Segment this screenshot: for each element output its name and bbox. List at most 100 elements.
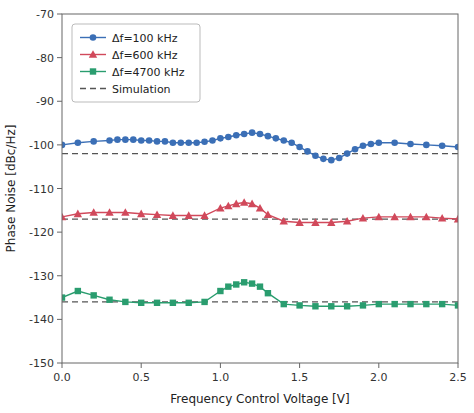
x-tick xyxy=(220,363,221,368)
y-tick-label: -90 xyxy=(36,95,54,108)
data-point xyxy=(153,210,161,218)
data-point xyxy=(169,211,177,219)
data-point xyxy=(130,136,137,143)
x-tick-label: 1.5 xyxy=(291,371,309,384)
legend-label: Δf=4700 kHz xyxy=(112,66,185,79)
data-point xyxy=(336,155,343,162)
data-point xyxy=(265,290,271,296)
data-point xyxy=(280,137,287,144)
legend-label: Simulation xyxy=(112,83,171,96)
data-point xyxy=(344,303,350,309)
data-point xyxy=(201,299,207,305)
data-point xyxy=(265,133,272,140)
data-point xyxy=(90,292,96,298)
y-tick xyxy=(57,275,62,276)
legend-box xyxy=(72,24,200,102)
data-point xyxy=(280,217,288,225)
series-line xyxy=(62,282,458,306)
legend-marker xyxy=(90,34,97,41)
y-tick-label: -140 xyxy=(29,313,54,326)
data-point xyxy=(248,200,256,208)
data-point xyxy=(311,218,319,226)
data-point xyxy=(170,300,176,306)
data-point xyxy=(178,139,185,146)
chart: 0.00.51.01.52.02.5-150-140-130-120-110-1… xyxy=(0,0,474,413)
x-tick-label: 1.0 xyxy=(212,371,230,384)
x-tick-label: 2.5 xyxy=(449,371,467,384)
legend: Δf=100 kHzΔf=600 kHzΔf=4700 kHzSimulatio… xyxy=(72,24,200,102)
data-point xyxy=(288,139,295,146)
data-point xyxy=(257,131,264,138)
data-point xyxy=(90,138,97,145)
data-point xyxy=(296,144,303,151)
data-point xyxy=(375,213,383,221)
y-axis-label: Phase Noise [dBc/Hz] xyxy=(4,125,18,253)
data-point xyxy=(376,301,382,307)
data-point xyxy=(232,200,240,208)
data-point xyxy=(439,301,445,307)
data-point xyxy=(423,301,429,307)
x-tick xyxy=(378,363,379,368)
y-tick xyxy=(57,363,62,364)
y-tick-label: -80 xyxy=(36,52,54,65)
data-point xyxy=(241,131,248,138)
data-point xyxy=(406,213,414,221)
data-point xyxy=(162,138,169,145)
data-point xyxy=(273,135,280,142)
y-tick-label: -130 xyxy=(29,270,54,283)
simulation-line xyxy=(62,218,458,219)
data-point xyxy=(391,139,398,146)
data-point xyxy=(422,213,430,221)
y-tick-label: -120 xyxy=(29,226,54,239)
data-point xyxy=(256,204,264,212)
data-point xyxy=(257,283,263,289)
data-point xyxy=(407,141,414,148)
data-point xyxy=(423,142,430,149)
data-point xyxy=(209,137,216,144)
data-point xyxy=(137,210,145,218)
y-tick xyxy=(57,232,62,233)
plot-frame xyxy=(62,14,458,363)
data-point xyxy=(200,211,208,219)
simulation-line xyxy=(62,153,458,154)
data-point xyxy=(138,300,144,306)
data-point xyxy=(106,297,112,303)
data-point xyxy=(105,208,113,216)
data-point xyxy=(360,142,367,149)
data-point xyxy=(185,139,192,146)
data-point xyxy=(320,156,327,163)
data-point xyxy=(121,208,129,216)
y-tick-label: -150 xyxy=(29,357,54,370)
x-tick-label: 0.5 xyxy=(132,371,150,384)
series-line xyxy=(62,202,458,222)
data-point xyxy=(312,152,319,159)
data-point xyxy=(146,137,153,144)
x-tick xyxy=(141,363,142,368)
data-point xyxy=(304,148,311,155)
data-point xyxy=(75,139,82,146)
data-point xyxy=(390,213,398,221)
x-tick xyxy=(458,363,459,368)
data-point xyxy=(225,134,232,141)
x-tick xyxy=(62,363,63,368)
data-point xyxy=(368,141,375,148)
data-point xyxy=(185,211,193,219)
data-point xyxy=(391,301,397,307)
x-tick-label: 0.0 xyxy=(53,371,71,384)
y-tick xyxy=(57,188,62,189)
data-point xyxy=(217,135,224,142)
x-axis-label: Frequency Control Voltage [V] xyxy=(170,392,349,406)
data-point xyxy=(376,139,383,146)
data-point xyxy=(352,146,359,153)
plot-background xyxy=(62,14,458,363)
data-point xyxy=(224,202,232,210)
data-point xyxy=(154,138,161,145)
legend-line xyxy=(80,88,106,89)
data-point xyxy=(201,139,208,146)
data-point xyxy=(106,137,113,144)
data-point xyxy=(216,204,224,212)
y-tick-label: -70 xyxy=(36,8,54,21)
data-point xyxy=(264,210,272,218)
data-point xyxy=(240,198,248,206)
data-point xyxy=(233,132,240,139)
